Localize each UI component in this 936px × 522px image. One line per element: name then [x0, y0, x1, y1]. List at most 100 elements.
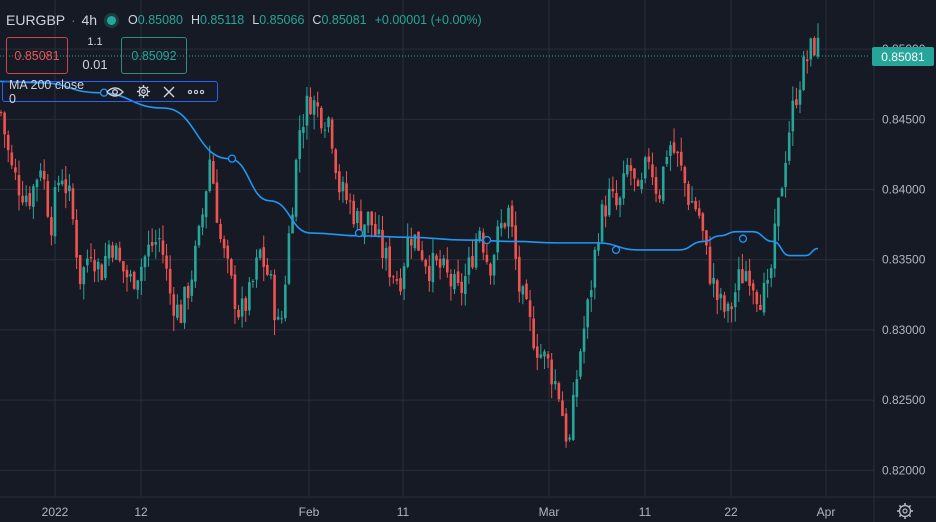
- candle-body: [766, 280, 769, 284]
- candle-body: [197, 225, 201, 246]
- candle-body: [579, 351, 582, 377]
- close-icon[interactable]: [163, 86, 175, 98]
- candle-body: [499, 223, 503, 229]
- candle-body: [183, 286, 186, 323]
- candle-body: [204, 191, 208, 218]
- price-change: +0.00001 (+0.00%): [374, 13, 482, 27]
- candle-body: [496, 226, 499, 253]
- candle-body: [89, 256, 93, 259]
- candle-body: [150, 242, 154, 246]
- time-axis: 2022 12 Feb 11 Mar 11 22 Apr: [42, 505, 836, 519]
- candle-body: [262, 247, 266, 267]
- candle-body: [463, 276, 467, 295]
- candle-body: [813, 37, 816, 56]
- candle-body: [697, 208, 701, 216]
- ma-marker[interactable]: [611, 245, 621, 255]
- candle-body: [284, 284, 287, 319]
- candle-body: [237, 309, 240, 318]
- candle-body: [489, 263, 492, 276]
- candle-body: [816, 37, 820, 57]
- candle-body: [460, 281, 463, 293]
- candle-body: [42, 171, 46, 180]
- candle-body: [553, 381, 557, 385]
- timeframe-label[interactable]: 4h: [81, 12, 98, 28]
- candle-body: [143, 256, 147, 268]
- y-tick-label: 0.83500: [882, 253, 926, 267]
- ma-marker[interactable]: [354, 228, 364, 238]
- candle-body: [161, 240, 165, 255]
- quantity-input[interactable]: 0.01: [82, 57, 108, 72]
- candle-body: [194, 245, 197, 282]
- settings-gear-icon[interactable]: [897, 503, 913, 519]
- candlestick-series: [0, 23, 820, 448]
- candle-body: [276, 316, 280, 320]
- candle-body: [165, 255, 168, 269]
- candle-body: [445, 259, 449, 273]
- candle-body: [557, 383, 561, 400]
- ma-marker[interactable]: [738, 234, 748, 243]
- symbol-name[interactable]: EURGBP: [6, 12, 66, 28]
- indicator-legend[interactable]: MA 200 close 0: [2, 78, 218, 106]
- ohlc-low: L0.85066: [252, 13, 305, 27]
- candle-body: [564, 413, 568, 442]
- spread-value: 1.1: [87, 36, 103, 48]
- candle-body: [413, 234, 417, 249]
- candle-body: [215, 182, 219, 223]
- candle-body: [233, 274, 237, 309]
- candle-body: [481, 232, 485, 253]
- candle-body: [640, 179, 643, 189]
- candle-body: [280, 318, 284, 320]
- candle-body: [179, 304, 183, 323]
- ohlc-high: H0.85118: [190, 13, 245, 27]
- candle-body: [273, 274, 276, 321]
- candle-body: [50, 217, 53, 236]
- candle-body: [715, 280, 719, 300]
- candle-body: [471, 255, 474, 268]
- ma-marker[interactable]: [482, 235, 492, 245]
- candle-body: [208, 159, 212, 192]
- candle-body: [625, 164, 629, 175]
- candle-body: [550, 359, 553, 385]
- candle-body: [795, 99, 798, 106]
- candle-body: [39, 170, 42, 178]
- candle-body: [10, 152, 14, 166]
- candle-body: [219, 223, 222, 240]
- candle-body: [366, 211, 370, 226]
- sell-button[interactable]: 0.85081: [6, 37, 68, 74]
- candle-body: [266, 264, 269, 275]
- candle-body: [384, 248, 388, 259]
- eye-icon[interactable]: [106, 86, 124, 98]
- candle-body: [510, 205, 514, 227]
- candle-body: [118, 247, 122, 261]
- candle-body: [122, 261, 125, 272]
- candle-body: [154, 242, 158, 245]
- header-separator: ·: [71, 12, 76, 28]
- candle-body: [309, 96, 312, 115]
- x-tick-label: 2022: [42, 505, 69, 519]
- candle-body: [244, 298, 248, 311]
- candle-body: [190, 279, 194, 296]
- buy-button[interactable]: 0.85092: [121, 37, 187, 74]
- candle-body: [409, 239, 413, 246]
- more-options-icon[interactable]: [187, 89, 205, 95]
- last-price-label: 0.85081: [872, 47, 934, 66]
- candle-body: [604, 205, 607, 217]
- candle-body: [438, 258, 442, 268]
- candle-body: [136, 280, 140, 290]
- price-axis: 0.82000 0.82500 0.83000 0.83500 0.84000 0.845…: [882, 42, 926, 477]
- candle-body: [535, 346, 539, 358]
- ma-line-path: [0, 80, 819, 257]
- candle-body: [60, 180, 64, 185]
- candle-body: [600, 204, 604, 242]
- gear-icon[interactable]: [136, 84, 151, 99]
- candle-body: [784, 162, 787, 187]
- candle-body: [618, 197, 622, 206]
- x-tick-label: 22: [724, 505, 738, 519]
- x-tick-label: 12: [134, 505, 148, 519]
- y-tick-label: 0.84500: [882, 112, 926, 126]
- candle-body: [255, 257, 258, 280]
- ma-marker[interactable]: [227, 154, 237, 163]
- candle-body: [492, 254, 496, 276]
- candle-body: [230, 259, 233, 276]
